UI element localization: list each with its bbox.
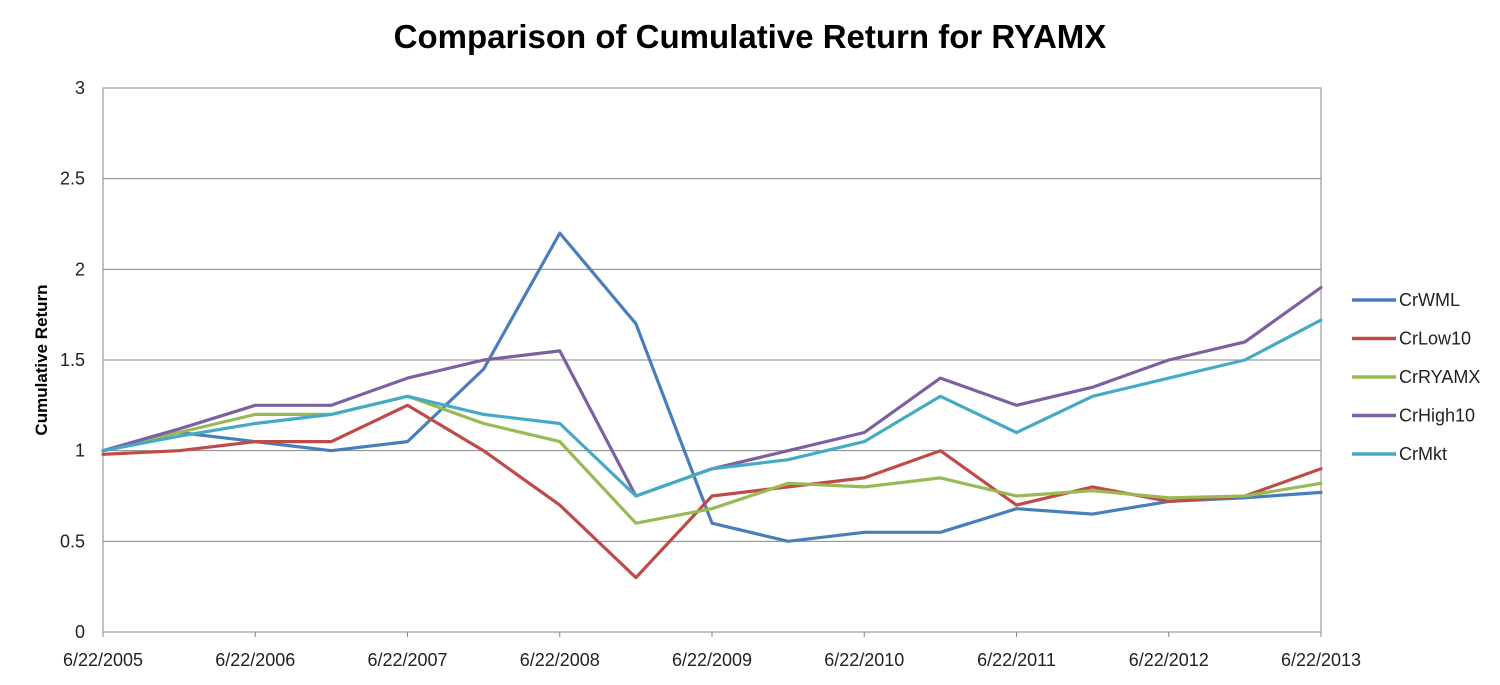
y-tick-label: 3 [75, 78, 85, 98]
legend-label: CrWML [1399, 290, 1460, 310]
y-tick-label: 2.5 [60, 169, 85, 189]
series-line-CrHigh10 [101, 285, 1323, 498]
chart-title: Comparison of Cumulative Return for RYAM… [393, 18, 1107, 55]
x-tick-label: 6/22/2013 [1281, 650, 1361, 670]
gridlines [103, 87, 1321, 542]
legend-label: CrRYAMX [1399, 367, 1480, 387]
x-tick-label: 6/22/2012 [1129, 650, 1209, 670]
x-tick-label: 6/22/2011 [977, 650, 1056, 670]
y-tick-label: 0 [75, 622, 85, 642]
y-axis-label: Cumulative Return [32, 284, 51, 435]
legend-label: CrLow10 [1399, 329, 1471, 349]
series-line-CrRYAMX [101, 394, 1323, 525]
series-line-CrMkt [101, 318, 1323, 498]
y-tick-label: 1.5 [60, 350, 85, 370]
legend-label: CrHigh10 [1399, 406, 1475, 426]
y-tick-label: 2 [75, 259, 85, 279]
series-lines [101, 231, 1323, 580]
legend: CrWML CrLow10 CrRYAMX CrHigh10 CrMkt [1352, 290, 1480, 464]
x-tick-label: 6/22/2005 [63, 650, 143, 670]
y-tick-label: 1 [75, 441, 85, 461]
axes: 0 0.5 1 1.5 2 2.5 3 6/22/2005 6/22/2006 6/22/2007… [60, 78, 1361, 670]
x-tick-label: 6/22/2009 [672, 650, 752, 670]
x-tick-label: 6/22/2010 [824, 650, 904, 670]
x-tick-label: 6/22/2007 [367, 650, 447, 670]
x-tick-label: 6/22/2006 [215, 650, 295, 670]
series-line-CrLow10 [101, 403, 1323, 580]
legend-label: CrMkt [1399, 444, 1447, 464]
x-tick-label: 6/22/2008 [520, 650, 600, 670]
y-tick-label: 0.5 [60, 531, 85, 551]
series-line-CrWML [101, 231, 1323, 543]
